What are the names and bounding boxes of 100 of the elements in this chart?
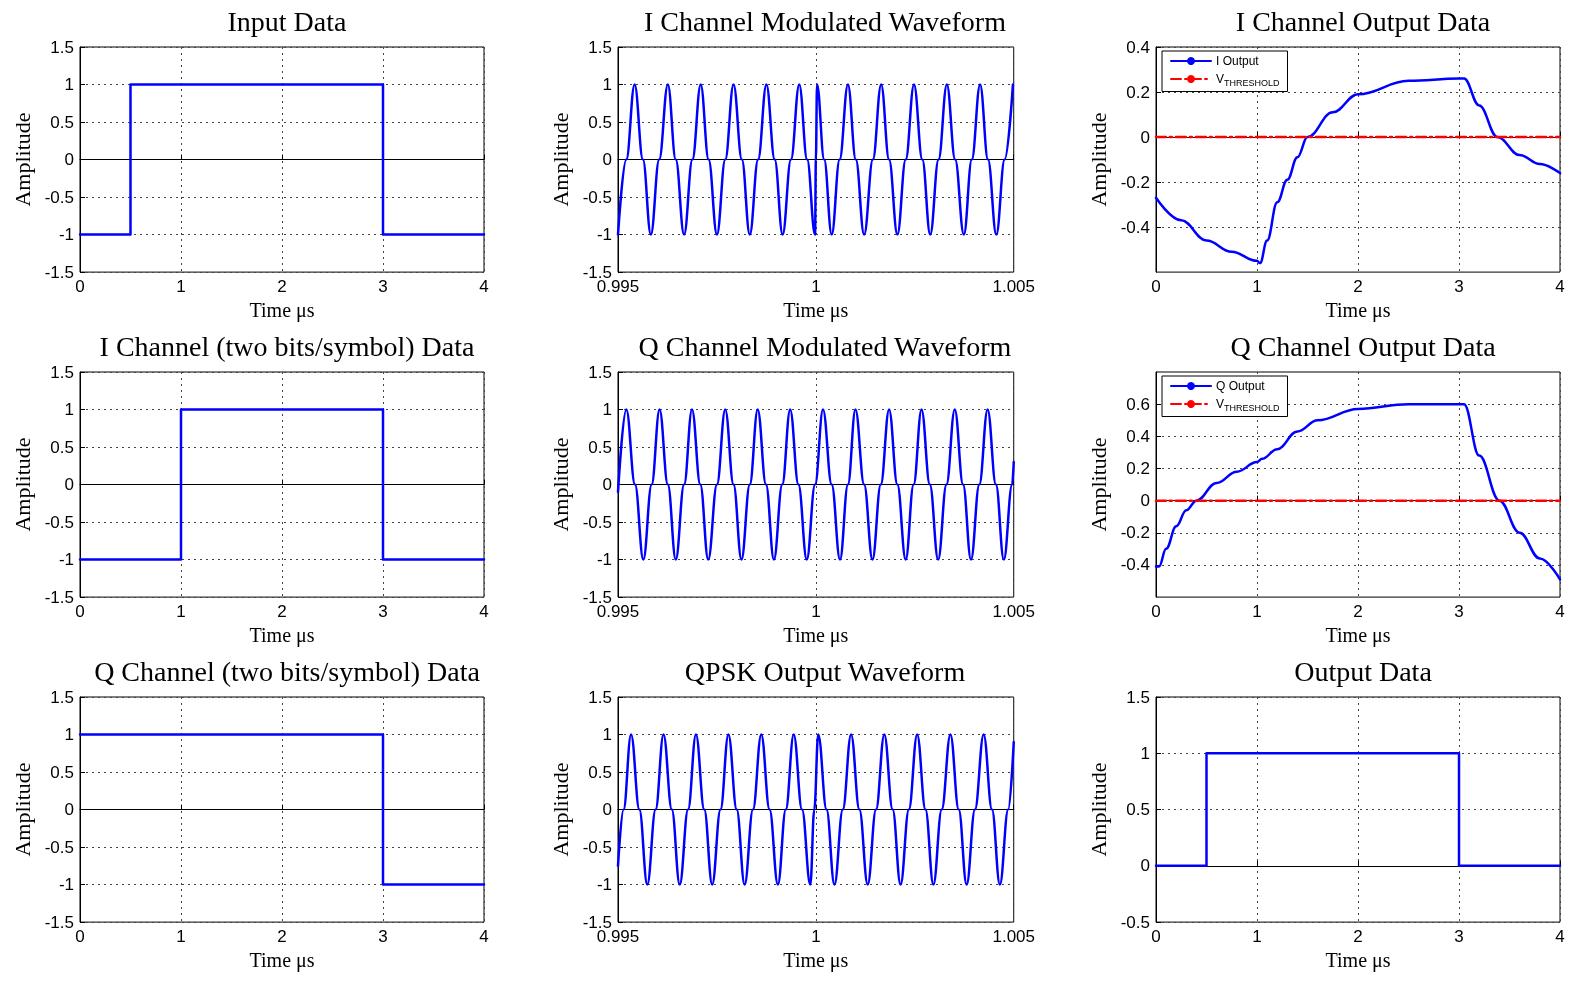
y-tick-label: 0.6 bbox=[1126, 394, 1150, 414]
y-tick-label: 0 bbox=[1140, 856, 1150, 876]
y-tick-label: 1 bbox=[602, 725, 612, 745]
x-tick-label: 4 bbox=[1555, 927, 1565, 947]
y-tick-label: 1.5 bbox=[50, 362, 74, 382]
y-tick-label: 0.5 bbox=[588, 437, 612, 457]
y-tick-label: 0.5 bbox=[588, 112, 612, 132]
y-tick-label: -1.5 bbox=[44, 912, 74, 932]
y-tick-label: -1 bbox=[596, 875, 612, 895]
y-tick-label: 1.5 bbox=[588, 362, 612, 382]
x-tick-label: 1.005 bbox=[992, 277, 1035, 297]
y-tick-label: 0.5 bbox=[1126, 800, 1150, 820]
y-axis-title: Amplitude bbox=[10, 112, 36, 207]
legend-label: I Output bbox=[1216, 54, 1260, 68]
x-axis-title: Time μs bbox=[783, 299, 849, 322]
x-axis-title: Time μs bbox=[783, 624, 849, 647]
x-tick-label: 0.995 bbox=[596, 602, 640, 622]
x-tick-label: 4 bbox=[1555, 277, 1565, 297]
x-tick-label: 4 bbox=[479, 277, 489, 297]
y-tick-label: -1 bbox=[58, 875, 74, 895]
y-tick-label: -0.2 bbox=[1120, 172, 1150, 192]
y-axis-title: Amplitude bbox=[548, 437, 574, 532]
x-tick-label: 4 bbox=[1555, 602, 1565, 622]
x-tick-label: 2 bbox=[277, 602, 287, 622]
x-tick-label: 1 bbox=[1252, 277, 1262, 297]
y-tick-label: 1.5 bbox=[588, 37, 612, 57]
y-tick-label: 0.5 bbox=[50, 437, 74, 457]
y-tick-label: 0 bbox=[64, 150, 74, 170]
y-tick-label: -0.5 bbox=[582, 512, 612, 532]
y-axis-title: Amplitude bbox=[10, 762, 36, 857]
chart-title: Input Data bbox=[227, 5, 348, 37]
chart-title: QPSK Output Waveform bbox=[684, 655, 966, 687]
y-tick-label: 1.5 bbox=[1126, 687, 1150, 707]
line-series bbox=[616, 408, 1015, 561]
x-tick-label: 3 bbox=[1454, 927, 1464, 947]
y-axis-title: Amplitude bbox=[10, 437, 36, 532]
x-tick-label: 1 bbox=[176, 927, 186, 947]
y-tick-label: 1 bbox=[602, 400, 612, 420]
y-tick-label: 0 bbox=[64, 800, 74, 820]
x-tick-label: 2 bbox=[1353, 927, 1363, 947]
y-tick-label: -0.5 bbox=[1120, 912, 1150, 932]
chart-title: I Channel (two bits/symbol) Data bbox=[99, 330, 475, 362]
chart-title: Q Channel (two bits/symbol) Data bbox=[94, 655, 481, 687]
y-tick-label: -0.4 bbox=[1120, 555, 1150, 575]
chart-title: I Channel Output Data bbox=[1235, 5, 1491, 37]
x-tick-label: 0.995 bbox=[596, 277, 640, 297]
y-tick-label: -1 bbox=[58, 550, 74, 570]
x-tick-label: 4 bbox=[479, 927, 489, 947]
y-tick-label: 1 bbox=[64, 400, 74, 420]
y-tick-label: -0.2 bbox=[1120, 523, 1150, 543]
x-tick-label: 3 bbox=[1454, 277, 1464, 297]
x-tick-label: 3 bbox=[378, 927, 388, 947]
x-tick-label: 2 bbox=[277, 927, 287, 947]
x-tick-label: 1 bbox=[1252, 602, 1262, 622]
y-tick-label: -0.5 bbox=[44, 512, 74, 532]
y-tick-label: -1 bbox=[58, 225, 74, 245]
y-tick-label: 0 bbox=[602, 475, 612, 495]
chart-title: I Channel Modulated Waveform bbox=[644, 5, 1007, 37]
x-tick-label: 1 bbox=[176, 277, 186, 297]
x-tick-label: 4 bbox=[479, 602, 489, 622]
x-tick-label: 0.995 bbox=[596, 927, 640, 947]
y-axis-title: Amplitude bbox=[548, 762, 574, 857]
y-tick-label: 0 bbox=[64, 475, 74, 495]
y-axis-title: Amplitude bbox=[1086, 437, 1112, 532]
x-axis-title: Time μs bbox=[1325, 949, 1391, 972]
y-tick-label: 0.5 bbox=[588, 762, 612, 782]
chart-title: Output Data bbox=[1294, 655, 1433, 687]
y-tick-label: -0.5 bbox=[582, 837, 612, 857]
y-tick-label: 1 bbox=[1140, 743, 1150, 763]
y-tick-label: -1.5 bbox=[44, 587, 74, 607]
chart-title: Q Channel Output Data bbox=[1230, 330, 1497, 362]
x-tick-label: 1.005 bbox=[992, 927, 1035, 947]
x-tick-label: 3 bbox=[378, 602, 388, 622]
y-tick-label: -0.4 bbox=[1120, 217, 1150, 237]
y-axis-title: Amplitude bbox=[548, 112, 574, 207]
x-tick-label: 3 bbox=[378, 277, 388, 297]
chart-title: Q Channel Modulated Waveform bbox=[638, 330, 1012, 362]
x-axis-title: Time μs bbox=[783, 949, 849, 972]
y-tick-label: 0.5 bbox=[50, 112, 74, 132]
y-tick-label: 0 bbox=[1140, 127, 1150, 147]
y-tick-label: 0.2 bbox=[1126, 458, 1150, 478]
x-axis-title: Time μs bbox=[1325, 624, 1391, 647]
x-axis-title: Time μs bbox=[249, 949, 315, 972]
y-tick-label: 0.4 bbox=[1126, 37, 1150, 57]
x-tick-label: 1 bbox=[811, 927, 821, 947]
y-tick-label: 1.5 bbox=[50, 37, 74, 57]
y-tick-label: 0.5 bbox=[50, 762, 74, 782]
y-tick-label: 1 bbox=[64, 75, 74, 95]
y-tick-label: -0.5 bbox=[44, 837, 74, 857]
y-tick-label: -1.5 bbox=[44, 262, 74, 282]
x-tick-label: 1 bbox=[811, 277, 821, 297]
x-tick-label: 1.005 bbox=[992, 602, 1035, 622]
x-tick-label: 1 bbox=[811, 602, 821, 622]
x-tick-label: 2 bbox=[1353, 277, 1363, 297]
y-tick-label: -0.5 bbox=[44, 187, 74, 207]
x-tick-label: 2 bbox=[1353, 602, 1363, 622]
y-tick-label: 1.5 bbox=[588, 687, 612, 707]
y-axis-title: Amplitude bbox=[1086, 112, 1112, 207]
x-axis-title: Time μs bbox=[249, 299, 315, 322]
y-tick-label: -1 bbox=[596, 550, 612, 570]
